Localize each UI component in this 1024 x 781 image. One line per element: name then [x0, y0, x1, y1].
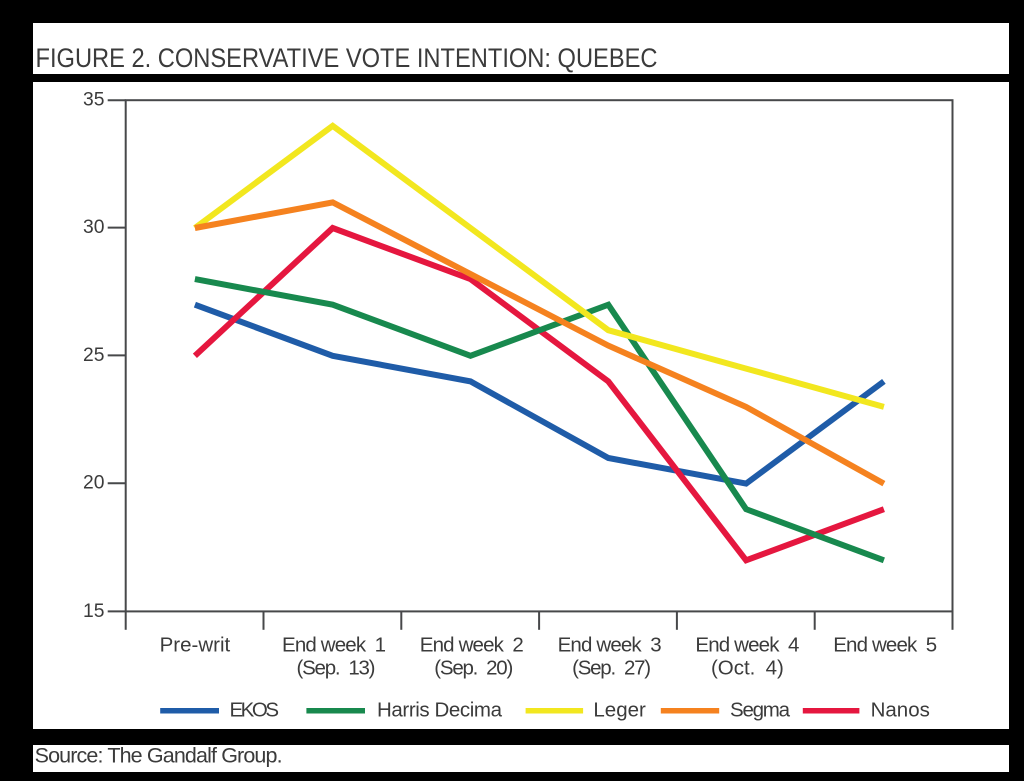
svg-text:Harris Decima: Harris Decima	[377, 699, 503, 722]
svg-text:FIGURE 2. CONSERVATIVE VOTE IN: FIGURE 2. CONSERVATIVE VOTE INTENTION: Q…	[36, 42, 658, 73]
svg-text:20: 20	[83, 473, 104, 494]
svg-text:25: 25	[83, 345, 104, 366]
svg-text:(Sep. 13): (Sep. 13)	[297, 657, 376, 680]
svg-text:End week 1: End week 1	[282, 633, 386, 656]
svg-text:(Sep. 27): (Sep. 27)	[572, 657, 651, 680]
svg-text:Pre-writ: Pre-writ	[160, 633, 231, 656]
svg-text:35: 35	[83, 90, 104, 111]
svg-text:End week 3: End week 3	[558, 633, 662, 656]
svg-text:Segma: Segma	[730, 699, 791, 722]
svg-text:End week 5: End week 5	[833, 633, 937, 656]
svg-text:30: 30	[83, 217, 104, 238]
svg-text:EKOS: EKOS	[230, 699, 280, 722]
svg-text:Nanos: Nanos	[871, 699, 930, 722]
svg-text:End week 2: End week 2	[420, 633, 524, 656]
svg-text:(Oct. 4): (Oct. 4)	[711, 657, 784, 680]
svg-text:Source: The Gandalf Group.: Source: The Gandalf Group.	[35, 744, 283, 768]
svg-text:(Sep. 20): (Sep. 20)	[434, 657, 513, 680]
svg-text:Leger: Leger	[593, 699, 646, 722]
svg-text:15: 15	[83, 601, 104, 622]
svg-text:End week 4: End week 4	[695, 633, 799, 656]
